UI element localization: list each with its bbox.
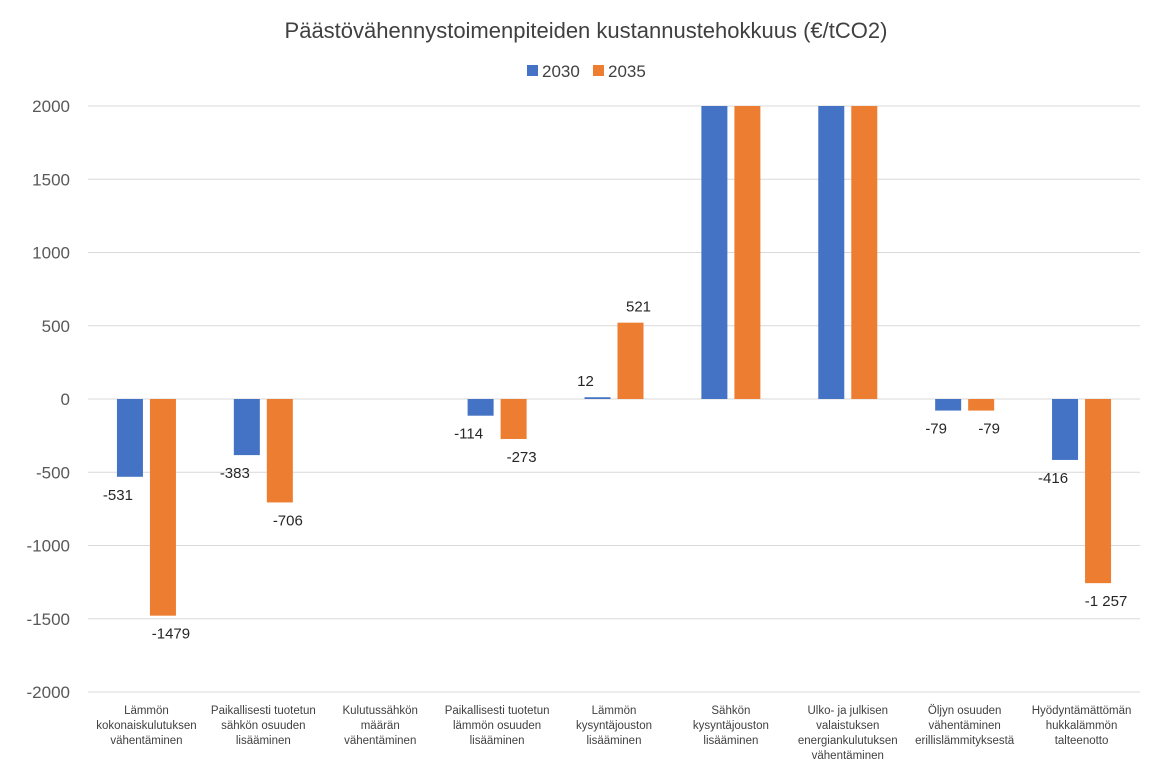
- x-tick-label-line: Sähkön: [711, 705, 750, 717]
- x-tick-label: Paikallisesti tuotetun sähkön osuuden lisä…: [211, 705, 316, 747]
- x-tick-label-line: hukkalämmön: [1046, 720, 1118, 732]
- x-axis-labels: Lämmön kokonaiskulutuksen vähentäminen Paik…: [96, 705, 1131, 762]
- gridlines: [88, 105, 1140, 693]
- x-tick-label-line: energiankulutuksen: [798, 735, 898, 747]
- chart-title: Päästövähennystoimenpiteiden kustannuste…: [285, 18, 888, 43]
- x-tick-label-line: Kulutussähkön: [342, 705, 417, 717]
- bar-2035: [617, 322, 644, 399]
- x-tick-label-line: Paikallisesti tuotetun: [211, 705, 316, 717]
- bar-2030: [467, 399, 494, 416]
- bars: [116, 106, 1112, 616]
- data-label: -416: [1038, 470, 1068, 487]
- data-labels: -531 -383 -114 12 -79 -416 -1479 -706 -273 521 -79…: [103, 299, 1127, 643]
- data-label: -383: [220, 465, 250, 482]
- y-tick-label: -500: [36, 463, 70, 482]
- data-label: -706: [273, 512, 303, 529]
- bar-2035: [851, 106, 878, 399]
- data-label: -1479: [152, 626, 190, 643]
- x-tick-label-line: Lämmön: [592, 705, 637, 717]
- x-tick-label-line: lisääminen: [236, 735, 291, 747]
- bar-2030: [818, 106, 845, 399]
- legend-swatch-2030: [527, 65, 538, 76]
- x-tick-label: Ulko- ja julkisen valaistuksen energiankul…: [798, 705, 898, 762]
- x-tick-label-line: vähentäminen: [344, 735, 416, 747]
- x-tick-label-line: määrän: [361, 720, 400, 732]
- bar-2030: [701, 106, 728, 399]
- legend-label-2030: 2030: [542, 62, 580, 81]
- bar-2030: [233, 399, 260, 456]
- x-tick-label-line: Öljyn osuuden: [928, 705, 1002, 717]
- x-tick-label-line: vähentäminen: [110, 735, 182, 747]
- data-label: -1 257: [1085, 593, 1128, 610]
- data-label: -273: [507, 449, 537, 466]
- y-tick-label: -1500: [27, 610, 70, 629]
- x-tick-label-line: Lämmön: [124, 705, 169, 717]
- x-tick-label-line: kokonaiskulutuksen: [96, 720, 196, 732]
- x-tick-label-line: talteenotto: [1055, 735, 1109, 747]
- y-tick-label: 500: [42, 317, 70, 336]
- x-tick-label: Lämmön kokonaiskulutuksen vähentäminen: [96, 705, 196, 747]
- bar-2035: [149, 399, 176, 616]
- x-tick-label-line: valaistuksen: [816, 720, 879, 732]
- x-tick-label-line: Paikallisesti tuotetun: [445, 705, 550, 717]
- x-tick-label: Sähkön kysyntäjouston lisääminen: [693, 705, 769, 747]
- data-label: -79: [925, 421, 947, 438]
- bar-2035: [734, 106, 761, 399]
- bar-2030: [116, 399, 143, 477]
- y-tick-label: 1500: [32, 170, 70, 189]
- x-tick-label-line: lisääminen: [587, 735, 642, 747]
- x-tick-label: Hyödyntämättömän hukkalämmön talteenotto: [1032, 705, 1132, 747]
- data-label: 521: [626, 299, 651, 316]
- y-tick-label: 2000: [32, 97, 70, 116]
- x-tick-label-line: kysyntäjouston: [576, 720, 652, 732]
- x-tick-label-line: vähentäminen: [812, 750, 884, 762]
- x-tick-label: Paikallisesti tuotetun lämmön osuuden lisä…: [445, 705, 550, 747]
- x-tick-label-line: Ulko- ja julkisen: [808, 705, 889, 717]
- x-tick-label: Öljyn osuuden vähentäminen erillislämmityk…: [915, 705, 1015, 747]
- y-axis-ticks: 2000 1500 1000 500 0 -500 -1000 -1500 -2000: [27, 97, 70, 702]
- bar-2035: [500, 399, 527, 439]
- data-label: -79: [978, 421, 1000, 438]
- x-tick-label-line: lisääminen: [703, 735, 758, 747]
- bar-2030: [584, 397, 611, 399]
- bar-2035: [968, 399, 995, 411]
- bar-2035: [266, 399, 293, 503]
- x-tick-label-line: erillislämmityksestä: [915, 735, 1015, 747]
- y-tick-label: 0: [61, 390, 70, 409]
- x-tick-label-line: Hyödyntämättömän: [1032, 705, 1132, 717]
- x-tick-label-line: vähentäminen: [929, 720, 1001, 732]
- data-label: -531: [103, 487, 133, 504]
- x-tick-label-line: lisääminen: [470, 735, 525, 747]
- bar-2030: [935, 399, 962, 411]
- bar-2035: [1085, 399, 1112, 584]
- y-tick-label: 1000: [32, 244, 70, 263]
- bar-2030: [1052, 399, 1079, 460]
- x-tick-label: Kulutussähkön määrän vähentäminen: [342, 705, 417, 747]
- data-label: -114: [454, 426, 483, 443]
- legend-label-2035: 2035: [608, 62, 646, 81]
- legend: 2030 2035: [527, 62, 646, 81]
- y-tick-label: -1000: [27, 537, 70, 556]
- x-tick-label-line: lämmön osuuden: [453, 720, 541, 732]
- x-tick-label-line: kysyntäjouston: [693, 720, 769, 732]
- x-tick-label-line: sähkön osuuden: [221, 720, 305, 732]
- x-tick-label: Lämmön kysyntäjouston lisääminen: [576, 705, 652, 747]
- y-tick-label: -2000: [27, 683, 70, 702]
- data-label: 12: [577, 373, 594, 390]
- legend-swatch-2035: [593, 65, 604, 76]
